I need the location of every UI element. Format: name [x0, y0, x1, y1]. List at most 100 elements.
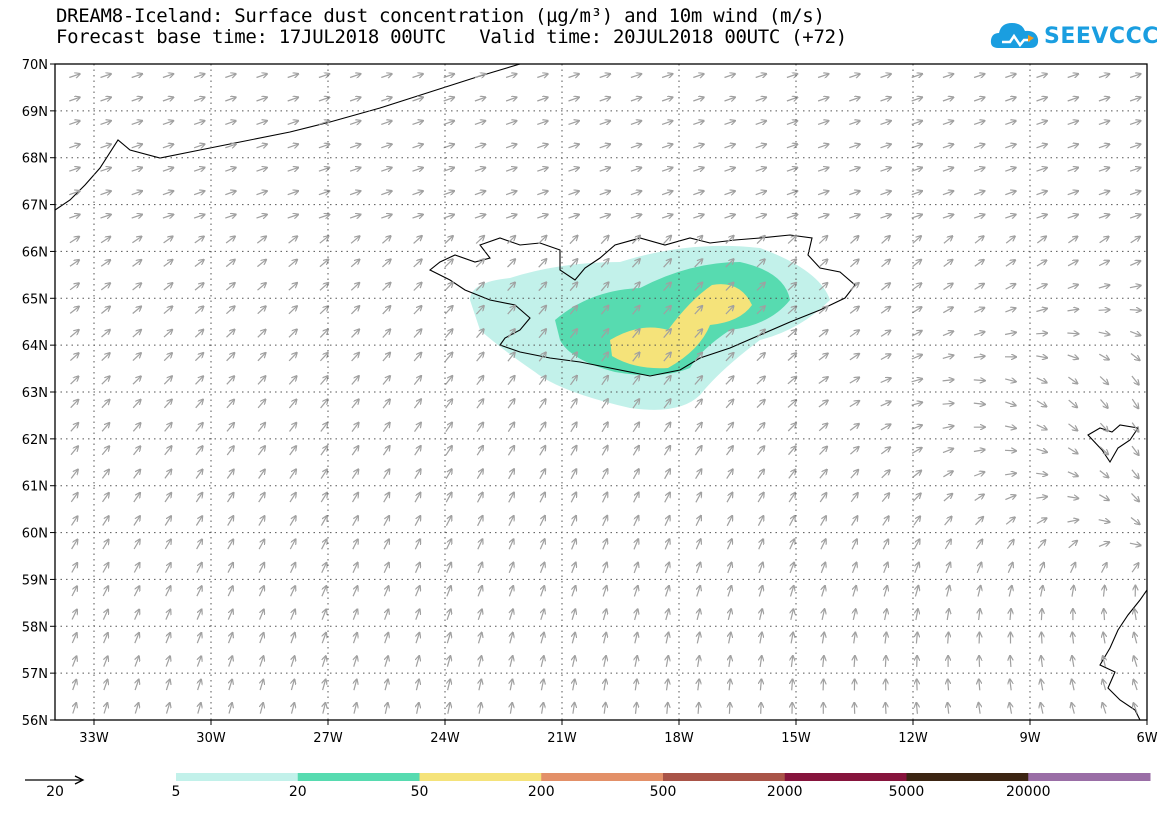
colorbar	[176, 773, 1151, 781]
wind-arrow	[196, 540, 202, 550]
wind-arrow	[196, 610, 201, 620]
colorbar-swatch	[297, 773, 420, 781]
wind-arrow	[725, 283, 734, 291]
wind-arrow	[636, 703, 637, 714]
wind-arrow	[849, 401, 859, 408]
wind-arrow	[382, 236, 390, 244]
vector-reference-arrow	[25, 775, 85, 785]
wind-arrow	[414, 539, 420, 550]
wind-arrow	[1072, 633, 1073, 644]
wind-arrow	[630, 74, 641, 78]
wind-arrow	[447, 609, 451, 620]
wind-arrow	[822, 586, 825, 597]
wind-arrow	[880, 144, 891, 148]
wind-arrow	[697, 633, 699, 644]
wind-arrow	[541, 680, 543, 691]
wind-arrow	[817, 168, 828, 172]
wind-arrow	[698, 703, 699, 714]
wind-arrow	[165, 610, 170, 620]
wind-arrow	[973, 168, 984, 172]
wind-arrow	[539, 516, 545, 527]
wind-arrow	[1005, 74, 1015, 78]
wind-arrow	[474, 74, 485, 78]
wind-arrow	[382, 376, 390, 385]
wind-arrow	[632, 423, 639, 433]
lon-label: 21W	[547, 731, 577, 746]
wind-arrow	[882, 516, 889, 526]
wind-arrow	[979, 703, 981, 714]
wind-arrow	[1129, 121, 1140, 125]
wind-arrow	[979, 609, 980, 621]
wind-arrow	[758, 539, 763, 550]
wind-arrow	[666, 586, 669, 597]
wind-arrow	[849, 74, 859, 78]
wind-arrow	[163, 283, 173, 291]
wind-arrow	[663, 423, 670, 433]
wind-arrow	[351, 353, 359, 362]
wind-arrow	[1130, 517, 1140, 525]
wind-arrow	[104, 656, 108, 667]
wind-arrow	[911, 74, 922, 78]
wind-arrow	[69, 191, 79, 195]
wind-arrow	[1133, 703, 1137, 714]
wind-arrow	[943, 471, 952, 478]
wind-arrow	[819, 447, 828, 455]
wind-arrow	[226, 353, 235, 362]
wind-arrow	[542, 703, 544, 714]
wind-arrow	[789, 539, 795, 550]
wind-arrow	[131, 97, 142, 101]
wind-arrow	[1072, 703, 1075, 714]
wind-arrow	[632, 353, 640, 362]
wind-arrow	[100, 215, 111, 219]
wind-arrow	[69, 144, 79, 148]
wind-arrow	[448, 680, 451, 691]
wind-arrow	[667, 679, 669, 691]
wind-arrow	[818, 306, 827, 315]
wind-arrow	[134, 633, 139, 644]
wind-arrow	[725, 259, 734, 268]
wind-arrow	[104, 703, 107, 714]
wind-arrow	[601, 376, 608, 386]
wind-arrow	[229, 656, 233, 667]
wind-arrow	[1036, 377, 1047, 383]
wind-arrow	[320, 423, 328, 432]
colorbar-swatch	[906, 773, 1029, 781]
wind-arrow	[100, 144, 111, 148]
wind-arrow	[225, 97, 235, 101]
wind-arrow	[915, 563, 919, 574]
wind-arrow	[287, 97, 298, 101]
wind-arrow	[444, 236, 453, 244]
wind-arrow	[788, 493, 795, 503]
wind-arrow	[1100, 399, 1108, 408]
wind-arrow	[693, 168, 703, 172]
wind-arrow	[537, 215, 547, 219]
wind-arrow	[507, 376, 515, 386]
wind-arrow	[225, 306, 234, 315]
lat-label: 64N	[22, 339, 48, 354]
lon-label: 6W	[1136, 731, 1157, 746]
wind-arrow	[537, 97, 547, 101]
wind-arrow	[226, 470, 233, 479]
wind-arrow	[694, 423, 702, 432]
wind-arrow	[162, 74, 173, 78]
wind-arrow	[569, 352, 577, 362]
wind-arrow	[193, 97, 204, 101]
wind-arrow	[1067, 168, 1078, 172]
wind-arrow	[755, 168, 766, 172]
wind-arrow	[973, 403, 985, 404]
wind-arrow	[382, 446, 389, 456]
wind-arrow	[132, 237, 141, 244]
wind-arrow	[697, 586, 700, 597]
wind-arrow	[167, 703, 170, 714]
wind-arrow	[256, 97, 267, 101]
wind-arrow	[787, 283, 796, 291]
wind-arrow	[630, 121, 641, 125]
wind-arrow	[599, 215, 610, 219]
wind-arrow	[195, 400, 203, 409]
wind-arrow	[416, 680, 419, 691]
wind-arrow	[69, 168, 79, 172]
wind-arrow	[508, 516, 514, 527]
wind-arrow	[1134, 680, 1138, 691]
wind-arrow	[667, 703, 668, 714]
wind-arrow	[1098, 261, 1109, 267]
